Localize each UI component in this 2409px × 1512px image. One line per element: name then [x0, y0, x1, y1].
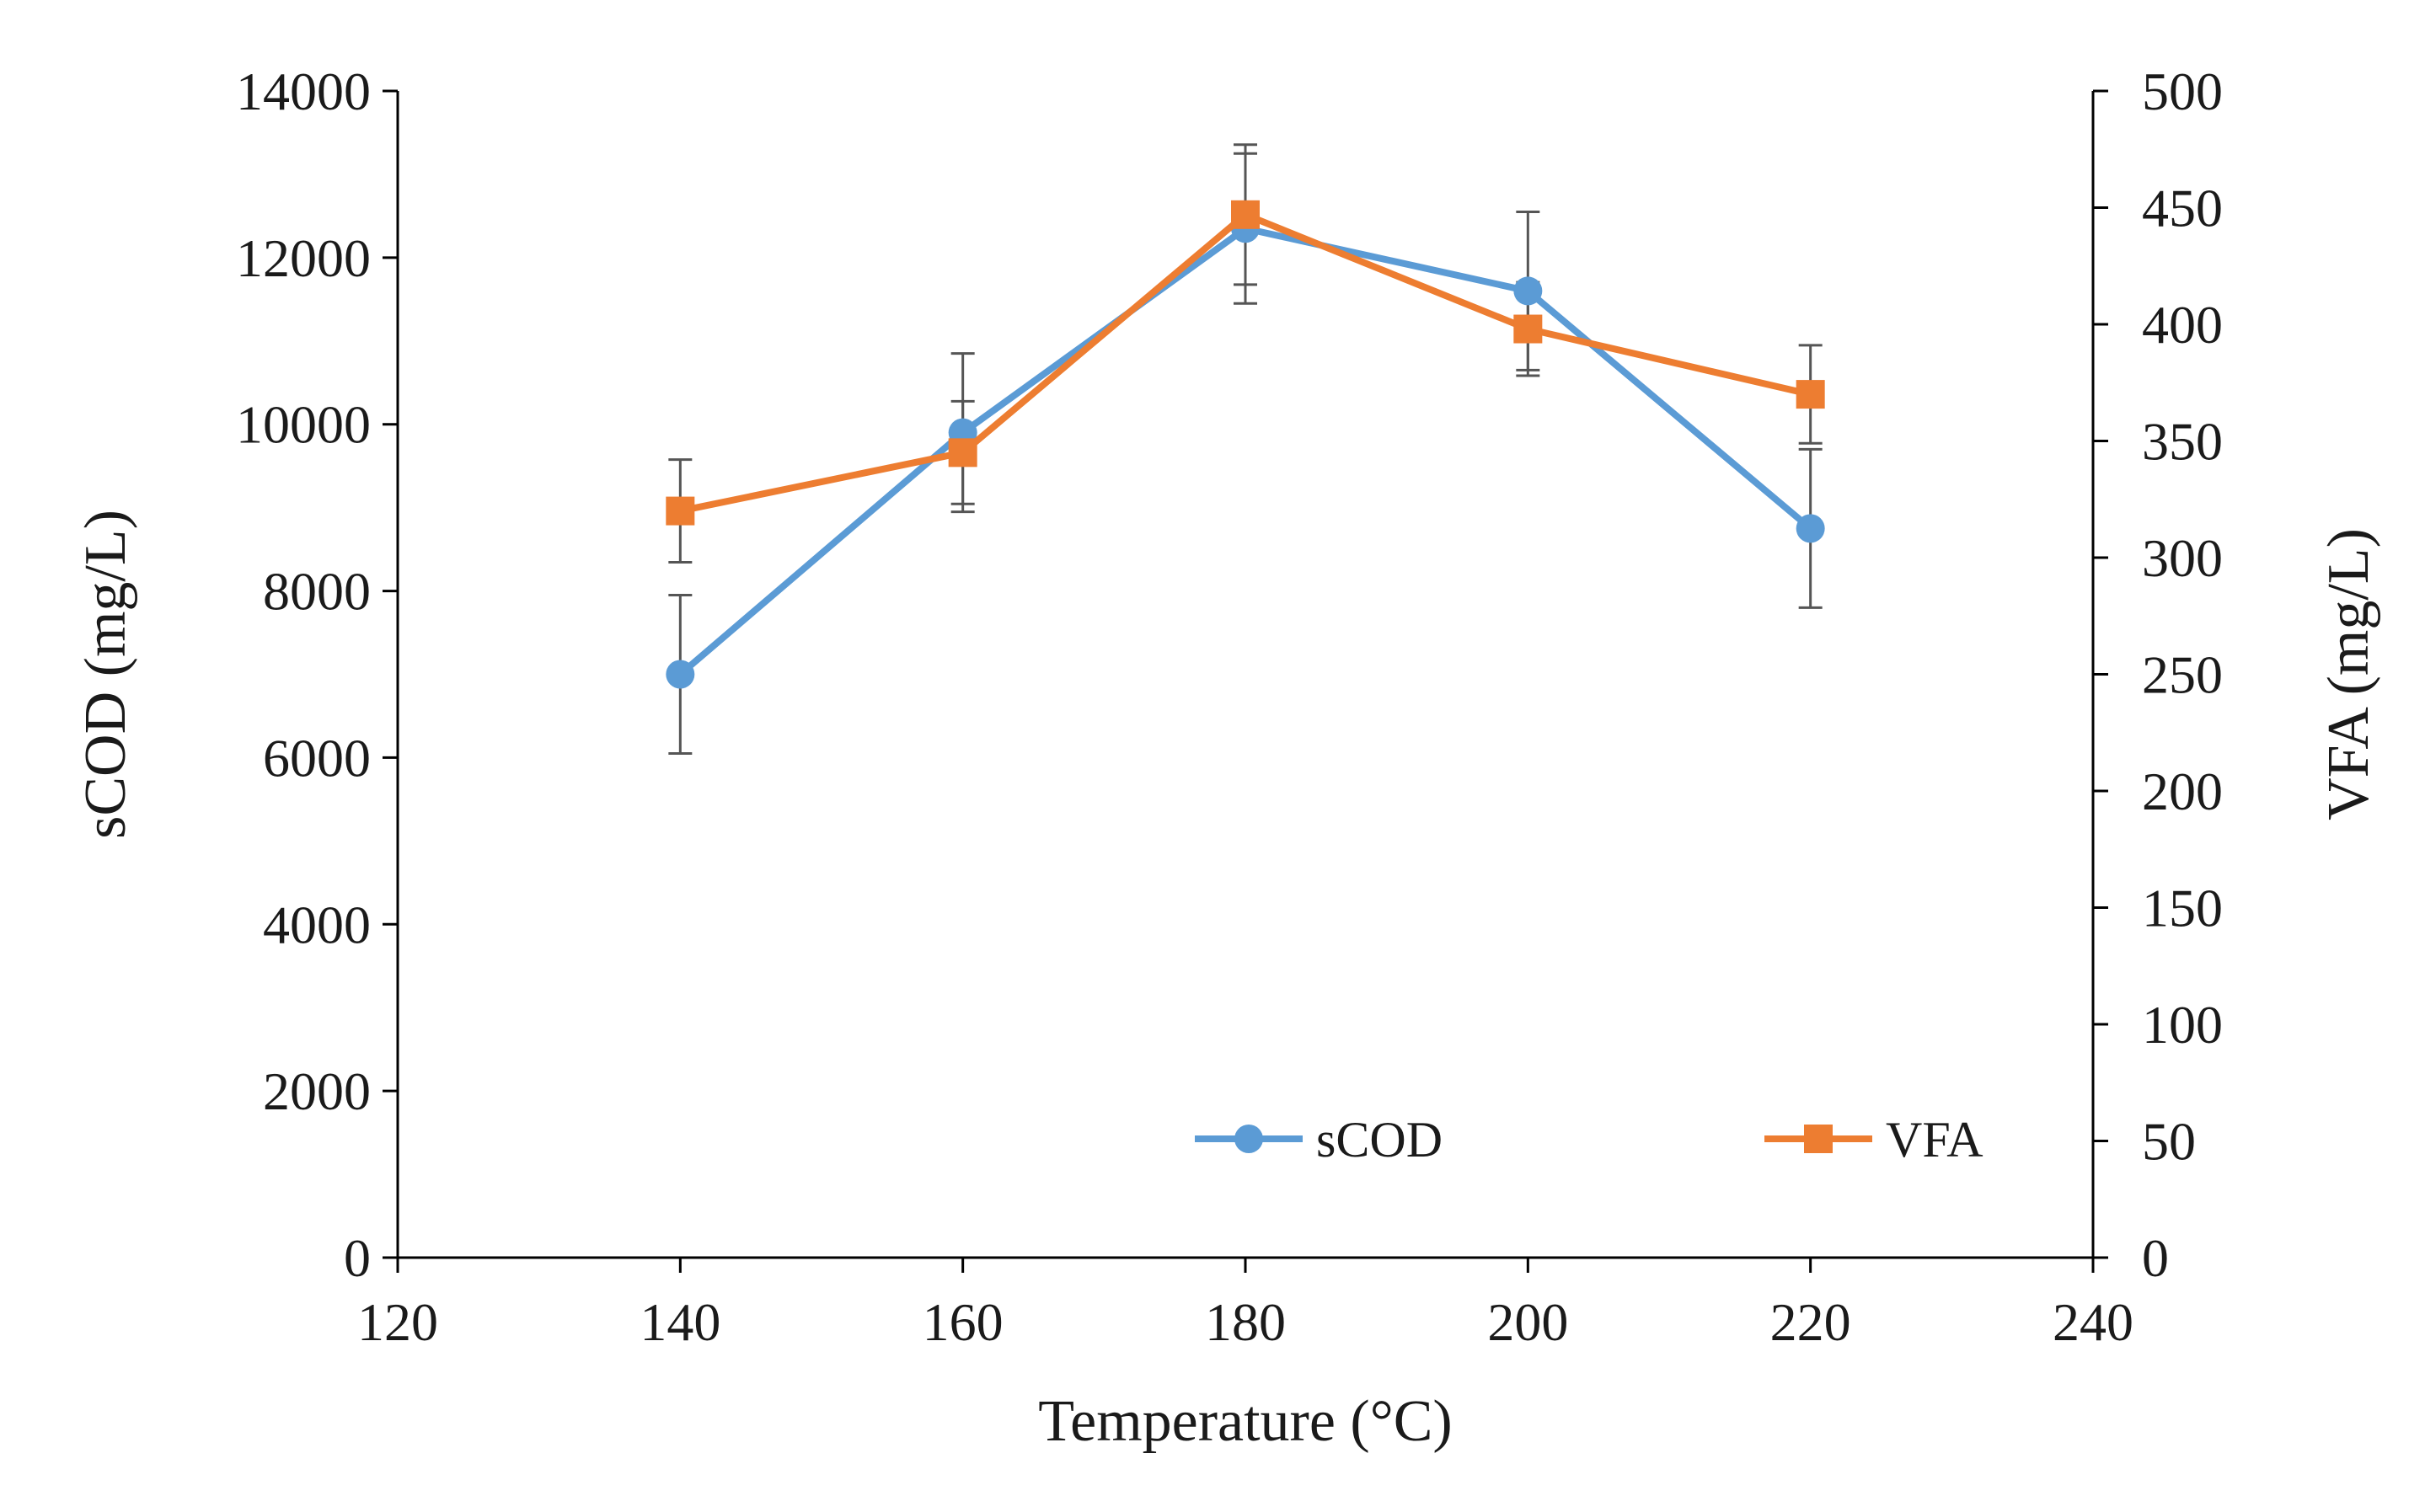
y-left-tick-label-8000: 8000 — [263, 562, 371, 622]
x-tick-label-140: 140 — [640, 1292, 720, 1352]
y-axis-right-title: VFA (mg/L) — [2316, 528, 2381, 820]
x-tick-label-180: 180 — [1205, 1292, 1286, 1352]
y-left-tick-label-6000: 6000 — [263, 728, 371, 788]
y-right-tick-label-500: 500 — [2142, 61, 2223, 121]
y-right-tick-label-0: 0 — [2142, 1228, 2169, 1288]
point-scod-220 — [1796, 514, 1825, 543]
y-axis-left-title: sCOD (mg/L) — [73, 510, 138, 839]
point-vfa-160 — [948, 438, 977, 467]
point-vfa-180 — [1231, 200, 1260, 229]
y-left-tick-label-2000: 2000 — [263, 1061, 371, 1121]
y-left-tick-label-0: 0 — [344, 1228, 371, 1288]
series-layer — [666, 143, 1825, 755]
legend-scod-label: sCOD — [1316, 1112, 1443, 1167]
point-scod-200 — [1513, 276, 1543, 306]
point-vfa-220 — [1796, 380, 1825, 409]
x-tick-label-200: 200 — [1487, 1292, 1568, 1352]
y-left-tick-label-10000: 10000 — [236, 395, 371, 455]
y-axis-left: 0 2000 4000 6000 8000 10000 12000 14000 — [236, 61, 398, 1288]
legend-item-vfa: VFA — [1764, 1112, 1983, 1167]
y-right-tick-label-250: 250 — [2142, 645, 2223, 705]
x-tick-label-120: 120 — [357, 1292, 438, 1352]
legend-vfa-label: VFA — [1886, 1112, 1983, 1167]
point-scod-140 — [666, 660, 695, 689]
y-axis-right: 0 50 100 150 200 250 300 350 400 450 500 — [2093, 61, 2223, 1288]
y-right-tick-label-50: 50 — [2142, 1112, 2196, 1172]
y-right-tick-label-350: 350 — [2142, 412, 2223, 472]
y-left-tick-label-4000: 4000 — [263, 895, 371, 954]
y-right-tick-label-200: 200 — [2142, 761, 2223, 821]
point-vfa-140 — [666, 496, 695, 526]
y-left-tick-label-14000: 14000 — [236, 61, 371, 121]
x-tick-label-240: 240 — [2053, 1292, 2133, 1352]
legend-item-scod: sCOD — [1195, 1112, 1443, 1167]
y-left-tick-label-12000: 12000 — [236, 228, 371, 288]
x-axis: 120 140 160 180 200 220 240 — [357, 1258, 2133, 1352]
point-vfa-200 — [1513, 314, 1543, 344]
y-right-tick-label-400: 400 — [2142, 295, 2223, 355]
x-axis-title: Temperature (°C) — [1038, 1389, 1452, 1454]
y-right-tick-label-150: 150 — [2142, 879, 2223, 938]
legend-vfa-marker — [1804, 1125, 1833, 1153]
x-tick-label-160: 160 — [923, 1292, 1004, 1352]
legend-scod-marker — [1234, 1125, 1263, 1153]
y-right-tick-label-100: 100 — [2142, 995, 2223, 1055]
y-right-tick-label-450: 450 — [2142, 179, 2223, 238]
legend: sCOD VFA — [1195, 1112, 1983, 1167]
y-right-tick-label-300: 300 — [2142, 528, 2223, 588]
x-tick-label-220: 220 — [1770, 1292, 1851, 1352]
